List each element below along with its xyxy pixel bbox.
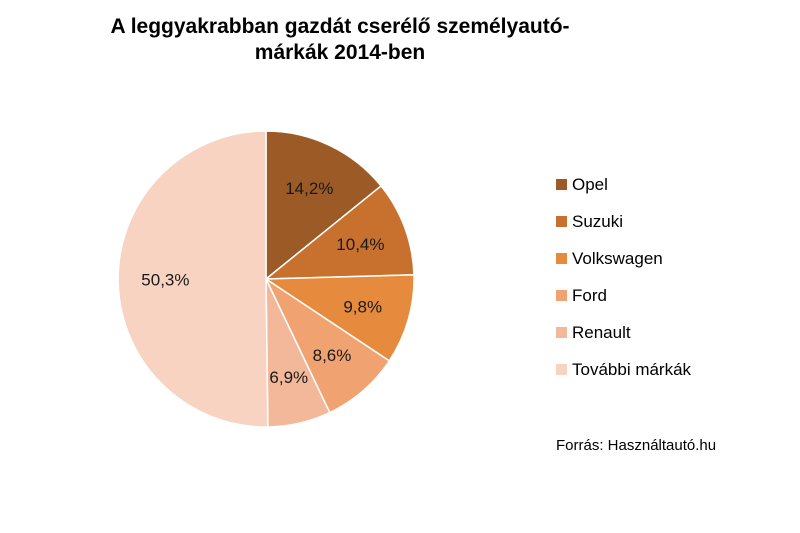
chart-title-line-1: A leggyakrabban gazdát cserélő személyau… — [110, 15, 570, 38]
chart-legend: Opel Suzuki Volkswagen Ford Renault További m… — [556, 166, 691, 388]
legend-item-opel: Opel — [556, 166, 691, 203]
legend-label: Renault — [572, 322, 631, 342]
legend-item-tovabbi-markak: További márkák — [556, 351, 691, 388]
legend-label: Suzuki — [572, 211, 624, 231]
legend-swatch — [556, 364, 567, 375]
legend-swatch — [556, 290, 567, 301]
source-note: Forrás: Használtautó.hu — [556, 437, 717, 454]
legend-label: Volkswagen — [572, 248, 663, 268]
pie-slice-volkswagen — [263, 274, 415, 362]
legend-item-ford: Ford — [556, 277, 691, 314]
data-label-ford: 8,6% — [313, 346, 352, 365]
legend-swatch — [556, 216, 567, 227]
data-label-suzuki: 10,4% — [336, 235, 384, 254]
pie-slice-tovabbi-markak — [117, 130, 269, 428]
data-label-opel: 14,2% — [285, 179, 333, 198]
legend-item-suzuki: Suzuki — [556, 203, 691, 240]
chart-title: A leggyakrabban gazdát cserélő személyau… — [40, 14, 640, 66]
pie-slice-opel — [265, 130, 383, 281]
legend-swatch — [556, 253, 567, 264]
legend-label: További márkák — [572, 359, 692, 379]
pie-data-labels: 14,2% 10,4% 9,8% 8,6% 6,9% 50,3% — [141, 179, 384, 387]
pie-slice-suzuki — [263, 184, 415, 280]
legend-swatch — [556, 327, 567, 338]
legend-item-volkswagen: Volkswagen — [556, 240, 691, 277]
legend-item-renault: Renault — [556, 314, 691, 351]
chart-title-line-2: márkák 2014-ben — [254, 41, 426, 64]
data-label-volkswagen: 9,8% — [343, 298, 382, 317]
pie-slices — [117, 130, 415, 428]
data-label-renault: 6,9% — [269, 368, 308, 387]
legend-swatch — [556, 179, 567, 190]
data-label-tovabbi-markak: 50,3% — [141, 271, 189, 290]
legend-label: Ford — [572, 285, 607, 305]
legend-label: Opel — [572, 174, 608, 194]
